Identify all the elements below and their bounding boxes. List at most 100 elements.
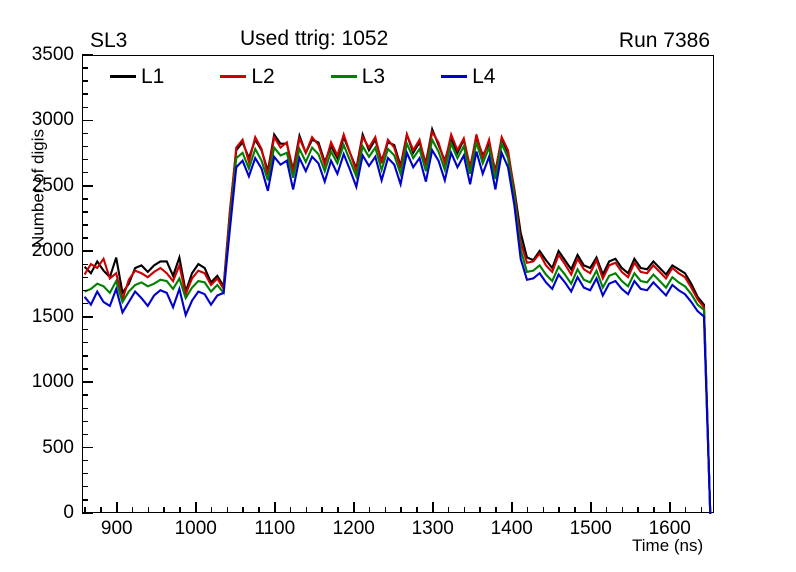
y-tick-minor: [82, 302, 88, 305]
x-tick-minor: [447, 507, 450, 513]
series-line-l1: [83, 125, 712, 514]
x-tick-minor: [495, 507, 497, 513]
x-tick-major: [668, 502, 671, 513]
x-tick-minor: [558, 507, 560, 513]
x-tick-minor: [242, 507, 244, 513]
x-tick-major: [115, 502, 118, 513]
legend-swatch-icon: [220, 74, 247, 78]
x-tick-minor: [526, 507, 529, 513]
series-layer: [83, 125, 712, 514]
legend-entry-l2[interactable]: L2: [220, 64, 275, 88]
y-tick-major: [82, 250, 93, 253]
y-tick-minor: [82, 106, 88, 108]
legend-entry-l4[interactable]: L4: [441, 66, 495, 87]
y-tick-minor: [82, 499, 88, 501]
x-tick-minor: [337, 507, 339, 513]
y-tick-major: [82, 119, 93, 122]
x-tick-minor: [416, 507, 418, 513]
x-tick-minor: [131, 507, 134, 513]
x-tick-label: 1600: [648, 518, 691, 539]
legend-entry-l3[interactable]: L3: [330, 64, 386, 88]
y-tick-major: [82, 446, 93, 449]
x-tick-minor: [179, 507, 181, 513]
x-tick-minor: [542, 507, 544, 513]
y-tick-minor: [82, 132, 88, 135]
series-line-l4: [83, 147, 712, 514]
y-tick-minor: [82, 93, 88, 95]
x-tick-minor: [368, 507, 371, 513]
chart-title: Used ttrig: 1052: [240, 27, 389, 50]
x-tick-minor: [574, 507, 576, 513]
y-tick-minor: [82, 289, 88, 292]
y-tick-minor: [82, 433, 88, 436]
x-tick-minor: [321, 507, 323, 513]
y-tick-label: 2500: [31, 174, 74, 196]
y-tick-minor: [82, 342, 88, 344]
y-tick-major: [82, 315, 93, 318]
x-tick-major: [352, 502, 355, 513]
y-tick-minor: [82, 355, 88, 357]
x-tick-label: 1500: [569, 518, 612, 539]
y-tick-label: 1000: [31, 371, 74, 393]
legend-entry-l1[interactable]: L1: [110, 66, 164, 87]
x-tick-minor: [210, 507, 213, 513]
x-tick-label: 1300: [411, 518, 454, 539]
y-tick-major: [82, 381, 93, 383]
y-tick-label: 1500: [31, 305, 74, 327]
y-tick-minor: [82, 407, 88, 409]
x-tick-label: 900: [100, 518, 133, 539]
plot-frame: [82, 55, 714, 514]
run-number-label: Run 7386: [618, 29, 710, 52]
legend-swatch-icon: [330, 74, 357, 78]
x-tick-minor: [163, 507, 165, 513]
series-line-l2: [83, 128, 712, 514]
x-tick-minor: [700, 507, 702, 513]
x-tick-minor: [147, 507, 149, 513]
x-tick-minor: [84, 507, 86, 513]
x-tick-minor: [684, 507, 687, 513]
x-tick-minor: [100, 507, 102, 513]
y-tick-label: 3500: [31, 44, 74, 65]
legend-label: L1: [141, 64, 165, 88]
y-tick-minor: [82, 145, 88, 148]
y-tick-minor: [82, 80, 88, 82]
y-tick-minor: [82, 263, 88, 265]
legend-swatch-icon: [110, 74, 136, 78]
y-tick-major: [82, 512, 93, 514]
x-tick-minor: [463, 507, 465, 513]
x-tick-major: [431, 502, 434, 513]
y-tick-label: 0: [63, 502, 74, 523]
y-tick-minor: [82, 368, 88, 370]
x-tick-minor: [305, 507, 307, 513]
x-tick-minor: [400, 507, 402, 513]
y-tick-minor: [82, 472, 88, 475]
y-tick-minor: [82, 67, 88, 69]
x-tick-minor: [479, 507, 481, 513]
y-tick-label: 500: [42, 436, 74, 458]
x-tick-minor: [621, 507, 623, 513]
x-tick-minor: [637, 507, 639, 513]
x-tick-minor: [653, 507, 655, 513]
x-tick-minor: [258, 507, 260, 513]
y-tick-minor: [82, 486, 88, 488]
x-tick-major: [589, 502, 592, 513]
legend-label: L4: [472, 64, 496, 88]
x-tick-major: [194, 502, 197, 513]
y-tick-major: [82, 54, 93, 56]
y-tick-minor: [82, 198, 88, 200]
legend-swatch-icon: [441, 74, 468, 78]
legend-label: L2: [251, 64, 275, 88]
legend-label: L3: [361, 64, 386, 88]
y-tick-minor: [82, 237, 88, 239]
x-tick-label: 1000: [174, 518, 217, 539]
y-tick-label: 3000: [31, 109, 74, 131]
y-tick-minor: [82, 459, 88, 462]
y-tick-minor: [82, 158, 88, 161]
x-tick-label: 1200: [332, 518, 375, 539]
x-axis-title: Time (ns): [632, 536, 704, 555]
y-tick-major: [82, 185, 93, 187]
x-tick-minor: [605, 507, 608, 513]
y-tick-minor: [82, 276, 88, 279]
x-tick-major: [510, 502, 513, 513]
